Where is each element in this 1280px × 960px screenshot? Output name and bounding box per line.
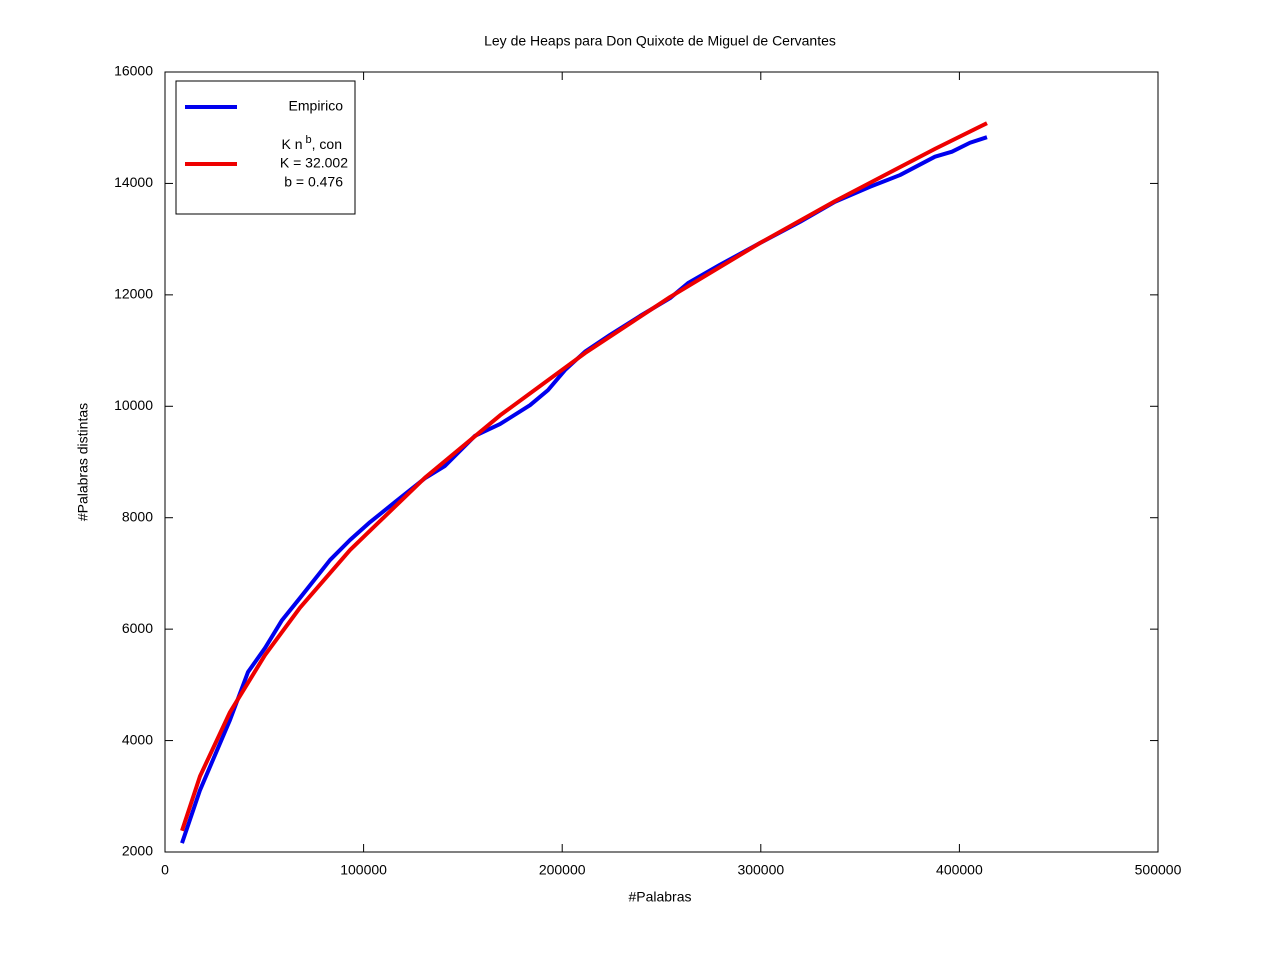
y-tick-label: 10000: [114, 397, 153, 413]
legend-label-part: , con: [312, 136, 342, 152]
plot-frame: [164, 71, 1159, 853]
chart-title: Ley de Heaps para Don Quixote de Miguel …: [484, 33, 836, 49]
x-tick-label: 200000: [539, 862, 586, 878]
legend-label: Empirico: [289, 98, 344, 114]
y-tick-label: 12000: [114, 286, 153, 302]
data-line: [180, 135, 988, 844]
legend-label: K n b, con: [282, 134, 343, 152]
x-tick-label: 500000: [1135, 862, 1182, 878]
legend-label: K = 32.002: [280, 155, 348, 171]
y-tick-label: 6000: [122, 620, 153, 636]
legend-label: b = 0.476: [284, 174, 343, 190]
y-tick-label: 2000: [122, 843, 153, 859]
y-tick-label: 14000: [114, 174, 153, 190]
data-line: [180, 121, 988, 832]
x-tick-label: 400000: [936, 862, 983, 878]
x-tick-label: 0: [161, 862, 169, 878]
legend-label-part: K n: [282, 136, 303, 152]
y-tick-label: 8000: [122, 508, 153, 524]
legend-box: [175, 80, 356, 215]
x-tick-label: 100000: [340, 862, 387, 878]
legend-label-part: b: [306, 134, 312, 146]
y-axis-label: #Palabras distintas: [75, 403, 91, 521]
x-axis-label: #Palabras: [628, 889, 691, 905]
x-tick-label: 300000: [737, 862, 784, 878]
y-tick-label: 4000: [122, 731, 153, 747]
y-tick-label: 16000: [114, 63, 153, 79]
